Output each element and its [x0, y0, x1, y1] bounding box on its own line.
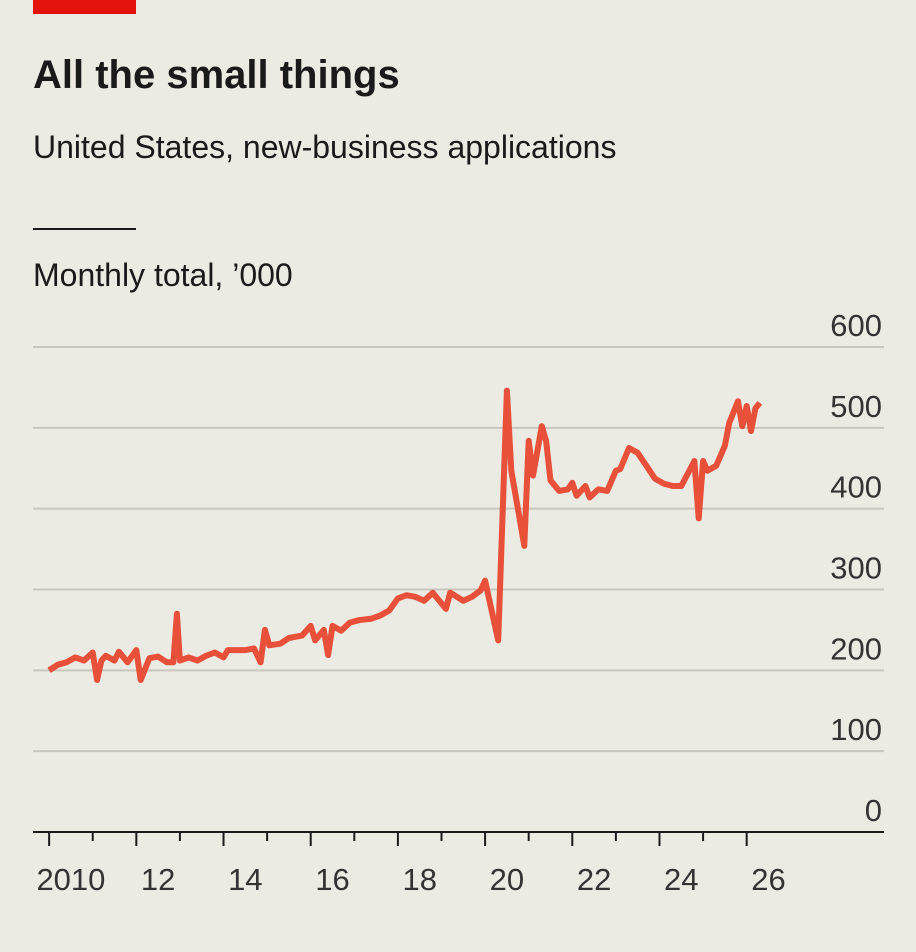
data-line	[47, 387, 763, 683]
y-tick-label: 600	[830, 308, 882, 343]
y-tick-label: 0	[865, 793, 882, 828]
y-tick-label: 200	[830, 631, 882, 666]
y-tick-label: 300	[830, 551, 882, 586]
x-tick-label: 26	[751, 862, 785, 897]
x-tick-label: 22	[577, 862, 611, 897]
chart-subtitle: United States, new-business applications	[33, 129, 616, 165]
x-tick-label: 14	[228, 862, 262, 897]
y-tick-label: 400	[830, 470, 882, 505]
brand-bar	[33, 0, 136, 14]
x-tick-label: 20	[490, 862, 524, 897]
y-axis-label: Monthly total, ’000	[33, 257, 293, 293]
y-tick-label: 100	[830, 712, 882, 747]
chart-title: All the small things	[33, 53, 400, 97]
x-tick-label: 24	[664, 862, 698, 897]
x-tick-label: 2010	[36, 862, 105, 897]
x-tick-label: 18	[402, 862, 436, 897]
x-tick-label: 16	[315, 862, 349, 897]
y-tick-label: 500	[830, 389, 882, 424]
x-tick-label: 12	[141, 862, 175, 897]
